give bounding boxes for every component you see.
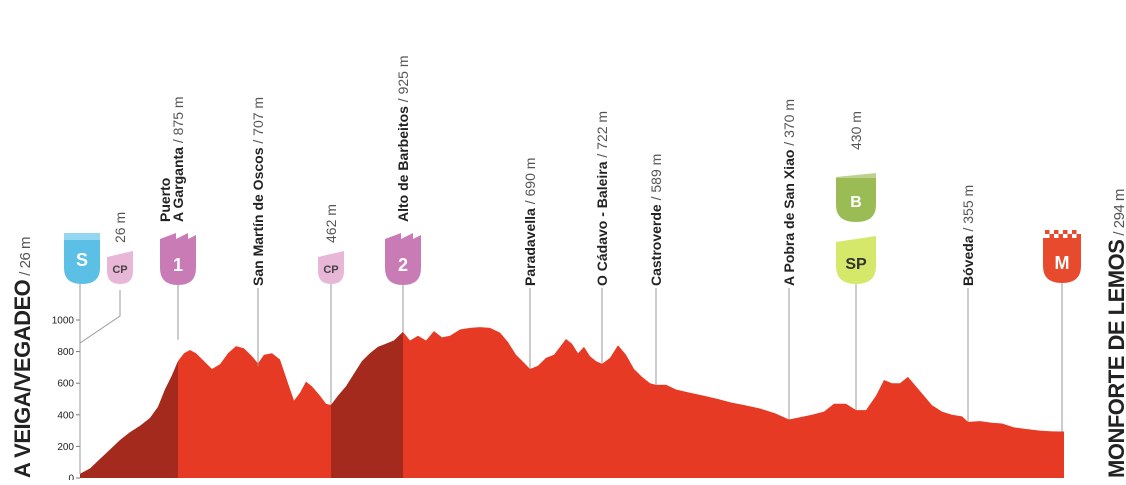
point-badges: 1 2 CP CP B SP	[107, 173, 876, 285]
climb-segment	[80, 361, 178, 478]
checkpoint-badge: CP	[107, 251, 133, 284]
svg-text:B: B	[850, 194, 862, 211]
point-label-line1: Puerto	[157, 178, 173, 222]
mountain-category-badge: 2	[385, 233, 421, 285]
checkpoint-elevation: 462 m	[323, 204, 339, 243]
profile-area	[80, 327, 1064, 478]
bonus-elevation: 430 m	[848, 111, 864, 150]
mountain-category-badge: 1	[160, 233, 196, 285]
checkpoint-elevation: 26 m	[112, 212, 128, 243]
y-tick-label: 1000	[52, 316, 75, 327]
point-label: Castroverde / 589 m	[648, 154, 664, 286]
finish-check-cell	[1054, 234, 1059, 238]
start-marker: S	[64, 233, 100, 284]
elevation-profile	[80, 327, 1064, 478]
finish-checkered-band	[1045, 230, 1081, 238]
start-flag-stripe	[64, 233, 100, 240]
svg-text:SP: SP	[845, 256, 867, 273]
start-connector	[79, 290, 121, 344]
checkpoint-badge: CP	[318, 251, 344, 284]
sprint-badge: SP	[836, 236, 876, 284]
point-label: Alto de Barbeitos / 925 m	[395, 56, 411, 223]
point-label: Bóveda / 355 m	[960, 185, 976, 286]
grid-lines	[76, 319, 80, 479]
point-label: A Pobra de San Xiao / 370 m	[781, 99, 797, 286]
y-axis: 0 200 400 600 800 1000	[52, 290, 121, 485]
finish-check-cell	[1058, 230, 1063, 234]
y-tick-label: 400	[57, 410, 74, 421]
finish-check-cell	[1072, 234, 1077, 238]
finish-check-cell	[1067, 234, 1072, 238]
finish-name: MONFORTE DE LEMOS/ 294 m	[1104, 189, 1126, 478]
svg-text:1: 1	[173, 255, 183, 275]
svg-text:2: 2	[398, 255, 408, 275]
point-label: A Garganta / 875 m	[170, 96, 186, 222]
start-name: A VEIGA/VEGADEO/ 26 m	[10, 237, 35, 478]
finish-check-cell	[1063, 234, 1068, 238]
finish-badge-label: M	[1055, 253, 1070, 273]
finish-check-cell	[1076, 230, 1081, 234]
finish-check-cell	[1054, 230, 1059, 234]
finish-check-cell	[1045, 230, 1050, 234]
point-label: San Martín de Oscos / 707 m	[250, 97, 266, 286]
point-label: O Cádavo - Baleira / 722 m	[594, 111, 610, 286]
finish-check-cell	[1049, 234, 1054, 238]
finish-check-cell	[1063, 230, 1068, 234]
finish-check-cell	[1045, 234, 1050, 238]
y-tick-label: 800	[57, 347, 74, 358]
finish-check-cell	[1067, 230, 1072, 234]
finish-badge	[1043, 238, 1081, 283]
svg-text:CP: CP	[323, 264, 338, 276]
y-tick-label: 0	[68, 474, 74, 481]
finish-check-cell	[1058, 234, 1063, 238]
svg-text:CP: CP	[112, 264, 127, 276]
finish-check-cell	[1072, 230, 1077, 234]
point-lines	[79, 283, 1063, 474]
point-label: Paradavella / 690 m	[522, 158, 538, 286]
finish-check-cell	[1049, 230, 1054, 234]
finish-check-cell	[1076, 234, 1081, 238]
climb-segment	[331, 331, 403, 478]
y-tick-label: 200	[57, 442, 74, 453]
start-badge	[64, 233, 100, 284]
finish-marker: M	[1043, 230, 1081, 283]
bonus-badge: B	[836, 173, 876, 222]
y-tick-label: 600	[57, 379, 74, 390]
start-badge-label: S	[76, 250, 88, 270]
